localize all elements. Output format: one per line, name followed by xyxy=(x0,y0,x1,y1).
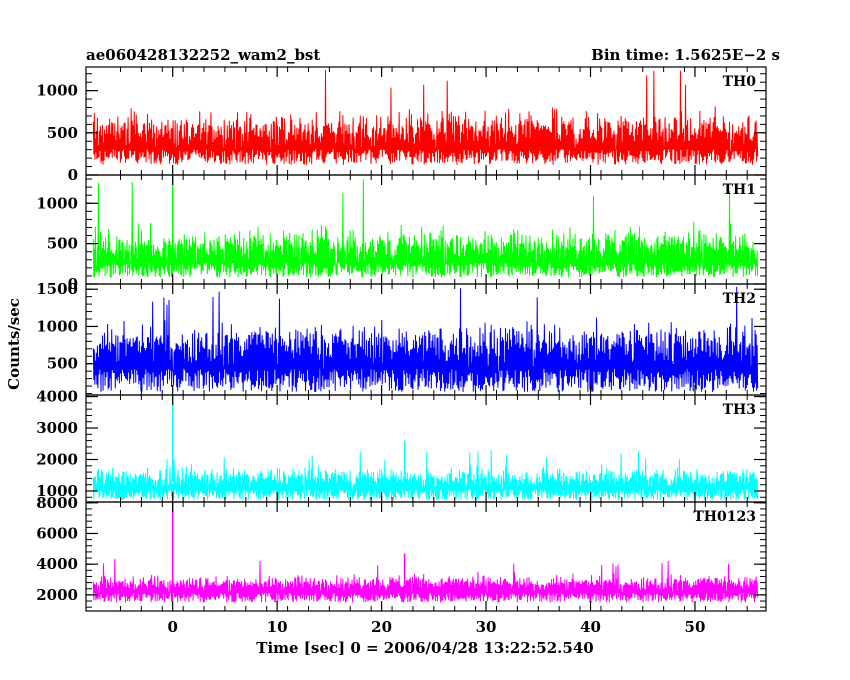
chart-title: ae060428132252_wam2_bst xyxy=(86,46,320,64)
y-tick-label: 1000 xyxy=(36,194,78,212)
panel-th0: 0 500 1000 TH0 xyxy=(36,66,767,184)
x-tick-label: 20 xyxy=(371,618,392,636)
x-axis-tick-labels: 0 10 20 30 40 50 xyxy=(167,618,705,636)
x-tick-label: 40 xyxy=(580,618,601,636)
panel-label-th1: TH1 xyxy=(723,182,756,198)
y-tick-label: 1000 xyxy=(36,82,78,100)
series-th0 xyxy=(92,69,759,165)
x-axis-label: Time [sec] 0 = 2006/04/28 13:22:52.540 xyxy=(256,639,593,657)
y-tick-label: 8000 xyxy=(36,494,78,512)
y-tick-label: 500 xyxy=(47,235,78,253)
y-tick-label: 500 xyxy=(47,124,78,142)
series-th1 xyxy=(92,179,759,278)
series-th2 xyxy=(92,286,759,393)
y-tick-label: 1000 xyxy=(36,482,78,500)
y-tick-label: 1500 xyxy=(36,280,78,298)
y-tick-label: 2000 xyxy=(36,586,78,604)
y-axis-label: Counts/sec xyxy=(5,298,23,390)
y-tick-label: 4000 xyxy=(36,388,78,406)
panel-th1: 0 500 1000 TH1 xyxy=(36,174,767,293)
panel-th2: 500 1000 1500 TH2 xyxy=(36,280,767,396)
y-tick-label: 6000 xyxy=(36,524,78,542)
panel-label-th0: TH0 xyxy=(723,74,757,90)
panels-group: 0 500 1000 TH0 0 500 1000 TH1 500 1000 1500 TH2 1000… xyxy=(36,66,767,612)
x-tick-label: 0 xyxy=(167,618,177,636)
x-tick-label: 30 xyxy=(476,618,497,636)
panel-label-th2: TH2 xyxy=(723,291,756,307)
bin-time-label: Bin time: 1.5625E−2 s xyxy=(591,46,780,64)
series-th0123 xyxy=(92,558,759,603)
y-tick-label: 3000 xyxy=(36,419,78,437)
y-tick-label: 4000 xyxy=(36,555,78,573)
x-tick-label: 50 xyxy=(685,618,706,636)
panel-label-th3: TH3 xyxy=(723,402,756,418)
panel-th3: 1000 2000 3000 4000 TH3 xyxy=(36,388,767,503)
panel-frame xyxy=(85,501,767,612)
y-tick-label: 1000 xyxy=(36,317,78,335)
y-tick-label: 2000 xyxy=(36,451,78,469)
y-tick-label: 0 xyxy=(68,275,78,293)
series-th3 xyxy=(92,450,759,501)
x-tick-label: 10 xyxy=(267,618,288,636)
y-tick-label: 500 xyxy=(47,355,78,373)
y-tick-label: 0 xyxy=(68,166,78,184)
panel-label-th0123: TH0123 xyxy=(693,509,756,525)
panel-th0123: 2000 4000 6000 8000 TH0123 xyxy=(36,494,767,612)
